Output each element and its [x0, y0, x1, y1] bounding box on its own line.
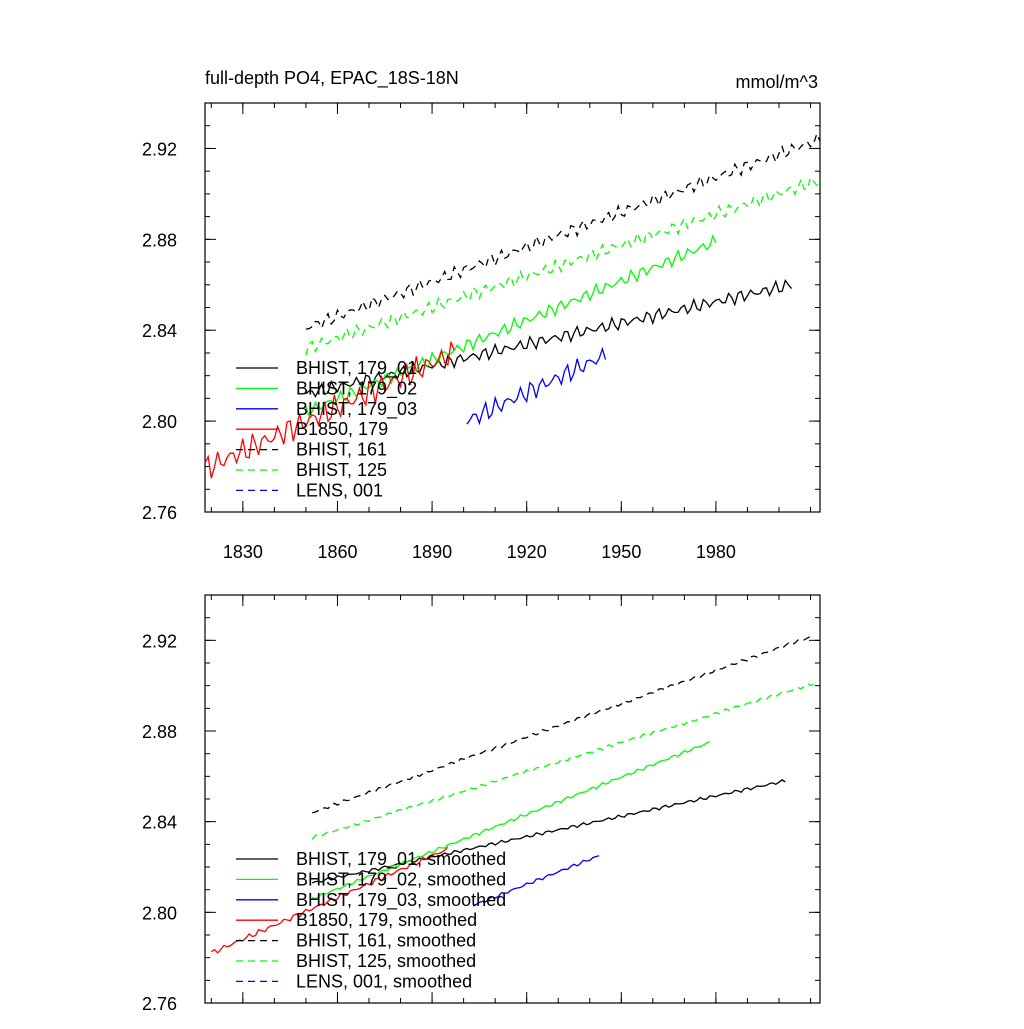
y-tick-label: 2.88 — [142, 722, 177, 742]
legend-label: BHIST, 179_02 — [296, 378, 417, 399]
legend-label: BHIST, 161, smoothed — [296, 931, 476, 951]
series-line — [312, 634, 814, 814]
y-tick-label: 2.92 — [142, 631, 177, 651]
legend-label: BHIST, 179_03 — [296, 399, 417, 420]
legend-label: B1850, 179 — [296, 419, 388, 439]
series-line — [311, 741, 710, 900]
legend-label: BHIST, 161 — [296, 440, 387, 460]
series-line — [204, 341, 455, 479]
legend-label: BHIST, 179_01 — [296, 358, 417, 379]
legend-label: BHIST, 125 — [296, 460, 387, 480]
x-tick-label: 1890 — [412, 542, 452, 562]
legend-label: B1850, 179, smoothed — [296, 910, 477, 930]
legend-label: BHIST, 179_02, smoothed — [296, 869, 506, 890]
legend-label: LENS, 001 — [296, 480, 383, 500]
legend-label: BHIST, 179_03, smoothed — [296, 890, 506, 911]
x-tick-label: 1830 — [223, 542, 263, 562]
x-tick-label: 1920 — [507, 542, 547, 562]
y-tick-label: 2.80 — [142, 903, 177, 923]
series-line — [305, 132, 821, 330]
legend-label: BHIST, 179_01, smoothed — [296, 849, 506, 870]
series-line — [305, 279, 793, 398]
y-tick-label: 2.88 — [142, 230, 177, 250]
series-line — [466, 346, 607, 426]
bottom-panel: 2.76 2.80 2.84 2.88 2.92 BHIST, 179_01, smoot… — [142, 594, 821, 1014]
series-line — [472, 855, 600, 907]
y-tick-label: 2.76 — [142, 503, 177, 523]
y-tick-label: 2.92 — [142, 139, 177, 159]
top-panel: full-depth PO4, EPAC_18S-18N mmol/m^3 18… — [142, 68, 821, 562]
x-tick-label: 1860 — [317, 542, 357, 562]
chart-title: full-depth PO4, EPAC_18S-18N — [205, 68, 459, 89]
series-line — [305, 176, 821, 356]
series-line — [210, 846, 449, 954]
series-line — [311, 682, 814, 840]
x-tick-label: 1980 — [696, 542, 736, 562]
y-tick-label: 2.76 — [142, 994, 177, 1014]
legend-label: LENS, 001, smoothed — [296, 971, 472, 991]
y-tick-label: 2.84 — [142, 321, 177, 341]
units-label: mmol/m^3 — [736, 72, 818, 92]
y-tick-label: 2.80 — [142, 412, 177, 432]
x-tick-label: 1950 — [601, 542, 641, 562]
series-line — [305, 234, 717, 419]
y-tick-label: 2.84 — [142, 813, 177, 833]
legend-label: BHIST, 125, smoothed — [296, 951, 476, 971]
